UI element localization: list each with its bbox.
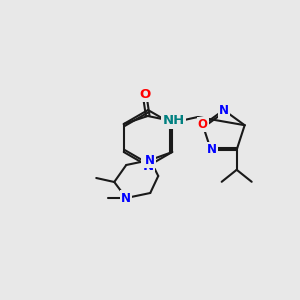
Text: O: O (139, 88, 150, 100)
Text: NH: NH (163, 115, 185, 128)
Text: N: N (142, 160, 154, 172)
Text: N: N (121, 191, 131, 205)
Text: O: O (198, 118, 208, 131)
Text: N: N (219, 103, 229, 116)
Text: N: N (145, 154, 155, 166)
Text: N: N (207, 143, 217, 156)
